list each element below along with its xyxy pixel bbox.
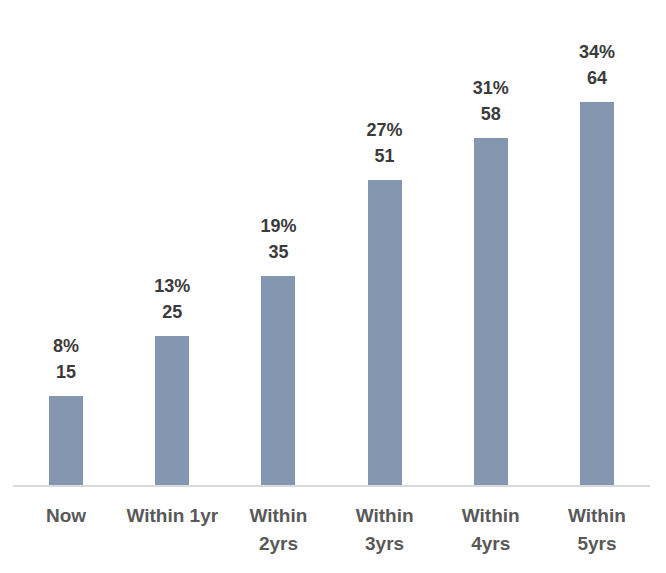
value-label: 58 (473, 101, 509, 127)
data-label-block: 27%51 (367, 117, 403, 169)
x-axis-labels: NowWithin 1yrWithin 2yrsWithin 3yrsWithi… (13, 502, 650, 558)
bar-now (49, 396, 83, 486)
bar-within-1yr (155, 336, 189, 486)
bar-within-3yrs (368, 180, 402, 486)
category-label-within-3yrs: Within 3yrs (332, 502, 438, 558)
value-label: 25 (154, 299, 190, 325)
percent-label: 27% (367, 117, 403, 143)
bar-column-now: 8%15 (13, 0, 119, 486)
x-axis-line (13, 485, 650, 487)
value-label: 15 (53, 359, 79, 385)
bar-column-within-2yrs: 19%35 (225, 0, 331, 486)
category-label-within-4yrs: Within 4yrs (438, 502, 544, 558)
bar-column-within-1yr: 13%25 (119, 0, 225, 486)
percent-label: 34% (579, 39, 615, 65)
value-label: 64 (579, 65, 615, 91)
bar-within-5yrs (580, 102, 614, 486)
bar-column-within-4yrs: 31%58 (438, 0, 544, 486)
bar-column-within-3yrs: 27%51 (332, 0, 438, 486)
category-label-within-1yr: Within 1yr (119, 502, 225, 558)
value-label: 51 (367, 143, 403, 169)
data-label-block: 31%58 (473, 75, 509, 127)
data-label-block: 19%35 (260, 213, 296, 265)
value-label: 35 (260, 239, 296, 265)
percent-label: 19% (260, 213, 296, 239)
bar-column-within-5yrs: 34%64 (544, 0, 650, 486)
data-label-block: 13%25 (154, 273, 190, 325)
category-label-within-5yrs: Within 5yrs (544, 502, 650, 558)
bar-within-2yrs (261, 276, 295, 486)
percent-label: 31% (473, 75, 509, 101)
bar-within-4yrs (474, 138, 508, 486)
percent-label: 13% (154, 273, 190, 299)
data-label-block: 34%64 (579, 39, 615, 91)
category-label-now: Now (13, 502, 119, 558)
bar-chart: 8%1513%2519%3527%5131%5834%64 NowWithin … (0, 0, 666, 573)
data-label-block: 8%15 (53, 333, 79, 385)
plot-area: 8%15 13%25 19%35 27%51 31%58 34%64 (13, 0, 650, 486)
percent-label: 8% (53, 333, 79, 359)
category-label-within-2yrs: Within 2yrs (225, 502, 331, 558)
